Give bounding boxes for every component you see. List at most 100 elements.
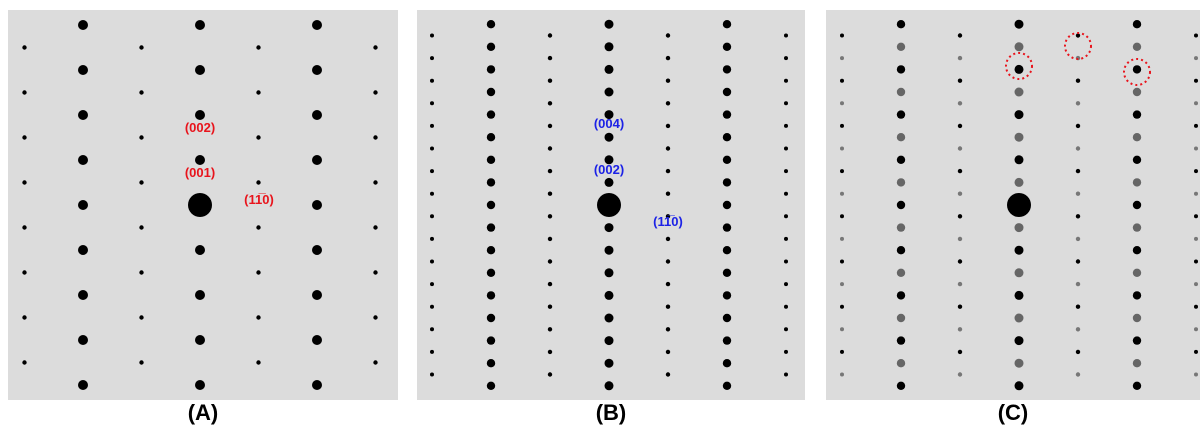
spot — [897, 201, 905, 209]
spot — [256, 180, 260, 184]
spot — [1133, 178, 1141, 186]
spot — [958, 192, 962, 196]
spot — [784, 214, 788, 218]
spot — [605, 314, 614, 323]
spot — [1194, 34, 1198, 38]
spot — [1194, 305, 1198, 309]
spot — [605, 291, 614, 300]
spot — [840, 56, 844, 60]
spot — [430, 101, 434, 105]
spot — [666, 282, 670, 286]
spot — [723, 88, 731, 96]
spot — [430, 327, 434, 331]
spot — [430, 192, 434, 196]
spot — [666, 327, 670, 331]
spot — [958, 372, 962, 376]
spot — [487, 382, 495, 390]
spot — [605, 178, 614, 187]
spot — [139, 45, 143, 49]
spot — [605, 359, 614, 368]
spot — [784, 56, 788, 60]
spot — [312, 20, 322, 30]
spot — [958, 33, 962, 37]
spot — [487, 291, 495, 299]
spot — [666, 350, 670, 354]
spot — [1133, 133, 1141, 141]
spot — [605, 268, 614, 277]
spot — [373, 90, 377, 94]
spot — [430, 34, 434, 38]
spot — [897, 20, 905, 28]
spot — [22, 45, 26, 49]
spot — [666, 56, 670, 60]
spot — [840, 192, 844, 196]
spot — [430, 305, 434, 309]
spot — [1015, 268, 1024, 277]
spot — [666, 79, 670, 83]
spot — [487, 110, 495, 118]
spot — [548, 372, 552, 376]
spot — [784, 350, 788, 354]
spot — [605, 381, 614, 390]
annotation: (11̅0) — [244, 192, 274, 207]
spot — [1076, 169, 1080, 173]
spot — [958, 124, 962, 128]
spot — [897, 246, 905, 254]
spot — [784, 124, 788, 128]
spot — [723, 223, 731, 231]
spot — [723, 178, 731, 186]
spot — [1076, 259, 1080, 263]
spot — [784, 327, 788, 331]
spot — [958, 327, 962, 331]
spot — [1194, 124, 1198, 128]
spot — [256, 225, 260, 229]
spot — [666, 169, 670, 173]
spot — [958, 79, 962, 83]
spot — [487, 133, 495, 141]
spot — [1015, 88, 1024, 97]
spot — [548, 305, 552, 309]
spot — [1133, 110, 1141, 118]
spot — [723, 314, 731, 322]
spot — [1133, 88, 1141, 96]
spot — [840, 237, 844, 241]
spot — [78, 290, 88, 300]
spot — [139, 90, 143, 94]
spot — [784, 373, 788, 377]
spot — [840, 147, 844, 151]
spot — [22, 180, 26, 184]
spot — [1194, 237, 1198, 241]
spot — [723, 201, 731, 209]
spot — [723, 336, 731, 344]
spot — [897, 156, 905, 164]
spot — [958, 214, 962, 218]
spot — [666, 101, 670, 105]
spot — [548, 79, 552, 83]
spot — [784, 79, 788, 83]
spot — [430, 79, 434, 83]
spot — [548, 192, 552, 196]
spot — [784, 192, 788, 196]
spot — [1133, 291, 1141, 299]
spot — [487, 246, 495, 254]
spot — [373, 180, 377, 184]
spot — [723, 43, 731, 51]
annotation: (002) — [185, 120, 215, 135]
spot — [958, 169, 962, 173]
spot — [1015, 381, 1024, 390]
spot — [666, 305, 670, 309]
annotation: (004) — [594, 116, 624, 131]
spot — [897, 269, 905, 277]
spot — [1076, 372, 1080, 376]
spot — [605, 20, 614, 29]
spot — [840, 305, 844, 309]
spot — [256, 90, 260, 94]
spot — [666, 372, 670, 376]
spot — [840, 124, 844, 128]
spot — [1194, 192, 1198, 196]
spot — [1194, 327, 1198, 331]
spot — [430, 373, 434, 377]
spot — [548, 146, 552, 150]
spot — [1194, 350, 1198, 354]
spot — [958, 259, 962, 263]
